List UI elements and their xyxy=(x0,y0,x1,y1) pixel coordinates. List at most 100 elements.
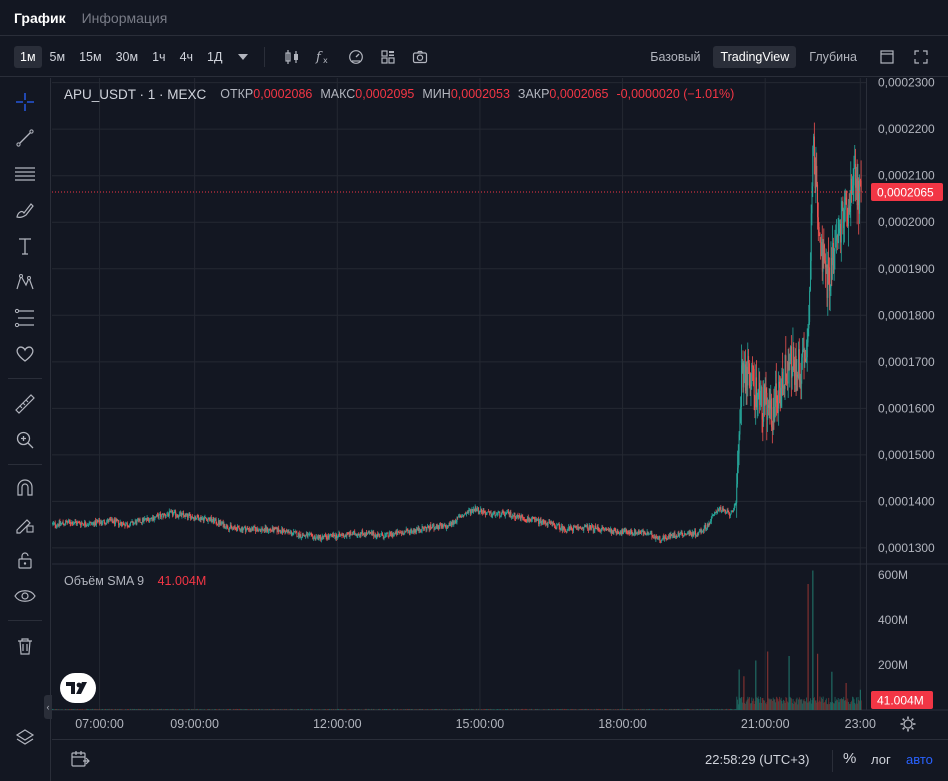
candle-body xyxy=(839,223,841,229)
chevron-down-icon[interactable] xyxy=(230,45,256,69)
candle-body xyxy=(499,511,501,517)
candle-body xyxy=(537,519,539,520)
zoom-in-icon[interactable] xyxy=(13,428,37,452)
candle-body xyxy=(768,400,770,408)
candle-body xyxy=(518,515,520,517)
volume-bar xyxy=(678,708,680,710)
candle-body xyxy=(467,512,469,514)
volume-bar xyxy=(373,708,375,710)
candle-body xyxy=(736,484,738,503)
volume-bar xyxy=(763,700,765,710)
volume-bar xyxy=(378,708,380,710)
volume-bar xyxy=(435,708,437,710)
layers-icon[interactable] xyxy=(13,726,37,750)
volume-bar xyxy=(339,709,341,710)
volume-bar xyxy=(414,709,416,710)
lock-icon[interactable] xyxy=(13,548,37,572)
view-switcher: Базовый TradingView Глубина xyxy=(643,45,934,69)
candle-body xyxy=(163,514,165,518)
pattern-icon[interactable] xyxy=(13,270,37,294)
tab-chart[interactable]: График xyxy=(14,9,66,26)
window-icon[interactable] xyxy=(874,45,900,69)
candle-body xyxy=(206,518,208,522)
settings-gear-icon[interactable] xyxy=(900,716,916,732)
timeframe-4h[interactable]: 4ч xyxy=(179,49,194,64)
ruler-icon[interactable] xyxy=(13,392,37,416)
candle-body xyxy=(680,534,681,535)
volume-bar xyxy=(442,709,444,710)
candle-body xyxy=(565,531,567,533)
volume-bar xyxy=(758,699,760,710)
volume-sma-label[interactable]: Объём SMA 9 xyxy=(64,574,145,588)
speedometer-icon[interactable] xyxy=(343,45,369,69)
layout-grid-icon[interactable] xyxy=(375,45,401,69)
percent-toggle[interactable]: % xyxy=(843,750,857,767)
price-chart[interactable]: 0,00023000,00022000,00021000,00020000,00… xyxy=(51,76,948,738)
candle-body xyxy=(420,530,422,532)
candle-body xyxy=(649,533,651,534)
candle-body xyxy=(504,513,506,517)
price-tick-label: 0,0001900 xyxy=(878,262,935,276)
log-toggle[interactable]: лог xyxy=(871,752,891,767)
volume-bar xyxy=(424,709,426,710)
heart-icon[interactable] xyxy=(13,342,37,366)
tab-info[interactable]: Информация xyxy=(81,9,168,26)
timeframe-5m[interactable]: 5м xyxy=(49,49,66,64)
volume-bar xyxy=(303,709,305,710)
sidebar-collapse-handle[interactable]: ‹ xyxy=(44,695,52,719)
timeframe-15m[interactable]: 15м xyxy=(79,49,102,64)
trash-icon[interactable] xyxy=(13,634,37,658)
volume-bar xyxy=(576,709,578,710)
volume-bar xyxy=(147,709,149,710)
candle-body xyxy=(512,515,513,517)
volume-bar xyxy=(126,709,128,710)
candle-body xyxy=(352,531,354,535)
candle-body xyxy=(123,523,125,526)
lock-pencil-icon[interactable] xyxy=(13,512,37,536)
volume-bar xyxy=(102,708,104,710)
candle-body xyxy=(160,513,162,518)
eye-icon[interactable] xyxy=(13,584,37,608)
fib-icon[interactable] xyxy=(13,306,37,330)
volume-bar xyxy=(82,709,84,710)
candles-icon[interactable] xyxy=(279,45,305,69)
volume-bar xyxy=(462,709,464,710)
candle-body xyxy=(673,533,675,538)
candle-body xyxy=(598,529,600,531)
timeframe-1h[interactable]: 1ч xyxy=(152,49,166,64)
timeframe-1d[interactable]: 1Д xyxy=(207,49,223,64)
tradingview-logo[interactable] xyxy=(60,673,96,703)
magnet-icon[interactable] xyxy=(13,476,37,500)
volume-bar xyxy=(242,709,244,710)
brush-icon[interactable] xyxy=(13,198,37,222)
camera-icon[interactable] xyxy=(407,45,433,69)
candle-body xyxy=(297,536,299,538)
fullscreen-icon[interactable] xyxy=(908,45,934,69)
view-basic[interactable]: Базовый xyxy=(650,50,701,64)
candle-body xyxy=(852,186,853,194)
candle-body xyxy=(294,531,296,533)
candle-body xyxy=(745,364,746,391)
timeframe-30m[interactable]: 30м xyxy=(115,49,139,64)
volume-bar xyxy=(768,698,770,710)
candle-body xyxy=(325,535,327,538)
view-tradingview[interactable]: TradingView xyxy=(713,46,797,68)
timeframe-1m[interactable]: 1м xyxy=(14,45,42,68)
crosshair-icon[interactable] xyxy=(13,90,37,114)
volume-bar xyxy=(304,709,306,710)
volume-bar xyxy=(579,709,581,710)
candle-body xyxy=(826,265,828,298)
calendar-goto-icon[interactable] xyxy=(70,749,90,774)
trend-line-icon[interactable] xyxy=(13,126,37,150)
chart-area[interactable]: 0,0002300 0,0002200 0,0002100 0,0002000 0,00… xyxy=(51,76,948,738)
candle-body xyxy=(401,532,403,534)
volume-bar xyxy=(737,699,739,710)
clock-timezone[interactable]: 22:58:29 (UTC+3) xyxy=(705,752,810,767)
auto-scale-toggle[interactable]: авто xyxy=(906,752,933,767)
candle-body xyxy=(97,521,99,523)
symbol-title[interactable]: APU_USDT · 1 · MEXC xyxy=(64,87,207,102)
horizontal-lines-icon[interactable] xyxy=(13,162,37,186)
view-depth[interactable]: Глубина xyxy=(809,50,857,64)
text-icon[interactable] xyxy=(13,234,37,258)
